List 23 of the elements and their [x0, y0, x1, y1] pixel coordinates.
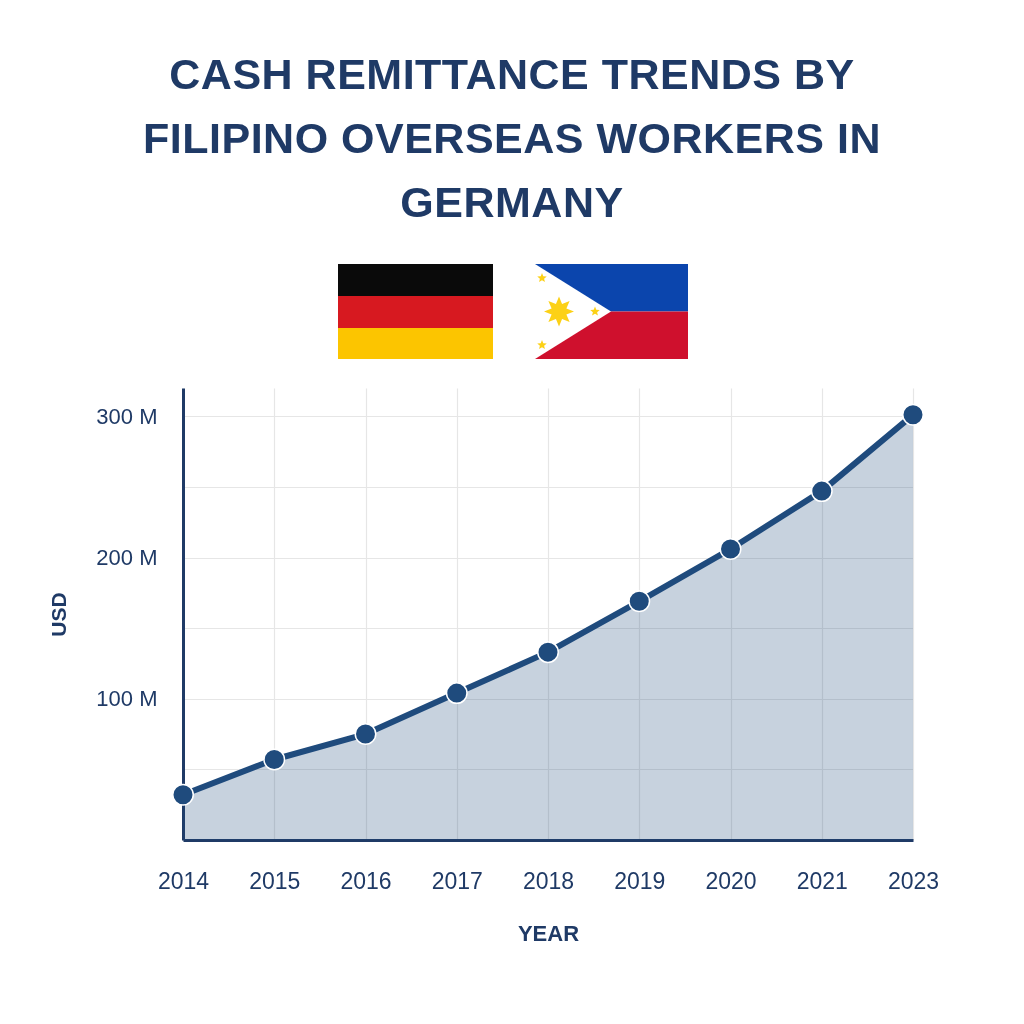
x-tick-label: 2021	[796, 867, 848, 894]
y-tick-label: 100 M	[96, 686, 158, 712]
chart-title: CASH REMITTANCE TRENDS BY FILIPINO OVERSEAS WORKERS IN GERMANY	[142, 49, 882, 228]
point	[537, 641, 559, 664]
x-tick-label: 2014	[157, 867, 210, 894]
y-axis-title: USD	[47, 592, 71, 637]
point	[719, 538, 742, 560]
x-tick-label: 2016	[340, 867, 392, 894]
x-tick-label: 2019	[614, 867, 666, 894]
point	[810, 480, 833, 503]
x-tick-label: 2017	[431, 867, 483, 894]
point	[445, 682, 468, 705]
point	[172, 783, 194, 806]
x-tick-label: 2023	[887, 867, 940, 894]
x-tick-label: 2018	[522, 867, 575, 894]
y-tick-label: 200 M	[96, 545, 158, 570]
point	[354, 723, 377, 746]
y-tick-label: 300 M	[96, 403, 158, 429]
point	[628, 590, 651, 613]
x-tick-label: 2020	[705, 867, 757, 894]
x-axis-title: YEAR	[517, 920, 580, 946]
x-tick-label: 2015	[249, 867, 301, 894]
point	[263, 748, 286, 771]
